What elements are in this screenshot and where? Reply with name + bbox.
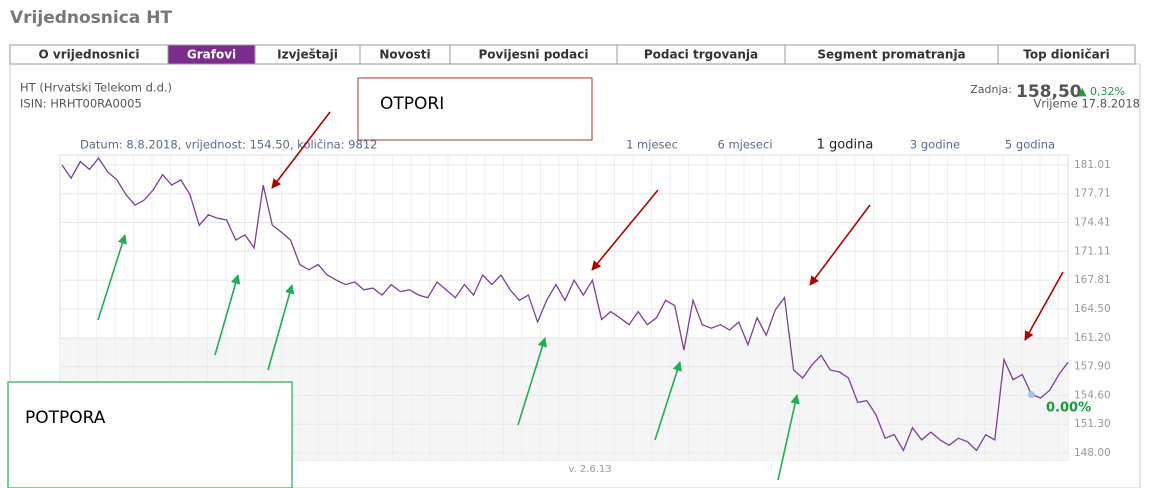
resistance-arrows (271, 111, 1064, 341)
arrow (267, 284, 295, 371)
y-tick-label: 177.71 (1074, 188, 1111, 200)
time: Vrijeme 17.8.2018 (1033, 97, 1140, 111)
arrow (1024, 271, 1064, 341)
arrow (97, 234, 127, 321)
price-line (61, 157, 1069, 452)
change: ▲ 0,32% (1078, 85, 1125, 98)
tab-label: Podaci trgovanja (644, 48, 758, 62)
arrow (271, 111, 331, 189)
arrow (591, 189, 659, 271)
tab[interactable]: Povijesni podaci (449, 44, 618, 65)
y-tick-label: 164.50 (1074, 303, 1111, 315)
y-tick-label: 151.30 (1074, 418, 1111, 430)
chart-subtitle: Datum: 8.8.2018, vrijednost: 154.50, kol… (80, 138, 377, 152)
tab[interactable]: Izvještaji (254, 44, 361, 65)
y-tick-label: 157.90 (1074, 361, 1111, 373)
support-label: POTPORA (25, 408, 106, 428)
tab-label: Povijesni podaci (479, 48, 589, 62)
arrow (809, 204, 871, 286)
y-tick-label: 154.60 (1074, 389, 1111, 401)
tab-bg (997, 44, 1136, 65)
arrow (654, 361, 682, 441)
tab-label: Izvještaji (277, 48, 338, 62)
tab[interactable]: Top dioničari (997, 44, 1136, 65)
tab[interactable]: Segment promatranja (784, 44, 999, 65)
resistance-label: OTPORI (380, 94, 444, 114)
y-tick-label: 161.20 (1074, 332, 1111, 344)
change-annotation: 0.00% (1046, 401, 1091, 416)
y-tick-label: 171.11 (1074, 245, 1111, 257)
page-title: Vrijednosnica HT (10, 8, 172, 28)
y-tick-label: 181.01 (1074, 159, 1111, 171)
tab-label: Grafovi (187, 48, 236, 62)
tab[interactable]: O vrijednosnici (9, 44, 169, 65)
last-value: 158,50 (1016, 82, 1082, 102)
tab[interactable]: Novosti (359, 44, 451, 65)
hover-point (1027, 391, 1035, 399)
resistance-box (357, 77, 593, 141)
period-links: 1 mjesec 6 mjeseci 1 godina 3 godine 5 godin… (626, 138, 1055, 153)
period-link[interactable]: 5 godina (1005, 138, 1055, 152)
tab-label: Top dioničari (1023, 48, 1109, 62)
period-link[interactable]: 1 godina (817, 138, 874, 153)
tab-bar: O vrijednosnici Grafovi Izvještaji Novosti P… (9, 44, 1136, 65)
tab[interactable]: Grafovi (167, 44, 256, 65)
version: v. 2.6.13 (568, 464, 611, 475)
last-label: Zadnja: (970, 83, 1012, 96)
period-link[interactable]: 3 godine (910, 138, 960, 152)
arrow (214, 274, 241, 356)
y-tick-label: 148.00 (1074, 447, 1111, 459)
stock-isin: ISIN: HRHT00RA0005 (20, 97, 142, 111)
tab-label: Segment promatranja (817, 48, 965, 62)
tab-label: Novosti (379, 48, 430, 62)
y-tick-label: 174.41 (1074, 217, 1111, 229)
tab-label: O vrijednosnici (39, 48, 140, 62)
support-box (7, 381, 293, 488)
stock-name: HT (Hrvatski Telekom d.d.) (20, 81, 172, 95)
arrow (517, 337, 548, 426)
support-arrows (97, 234, 800, 481)
tab[interactable]: Podaci trgovanja (616, 44, 786, 65)
arrow (777, 394, 800, 481)
period-link[interactable]: 6 mjeseci (717, 138, 772, 152)
y-tick-label: 167.81 (1074, 274, 1111, 286)
period-link[interactable]: 1 mjesec (626, 138, 678, 152)
